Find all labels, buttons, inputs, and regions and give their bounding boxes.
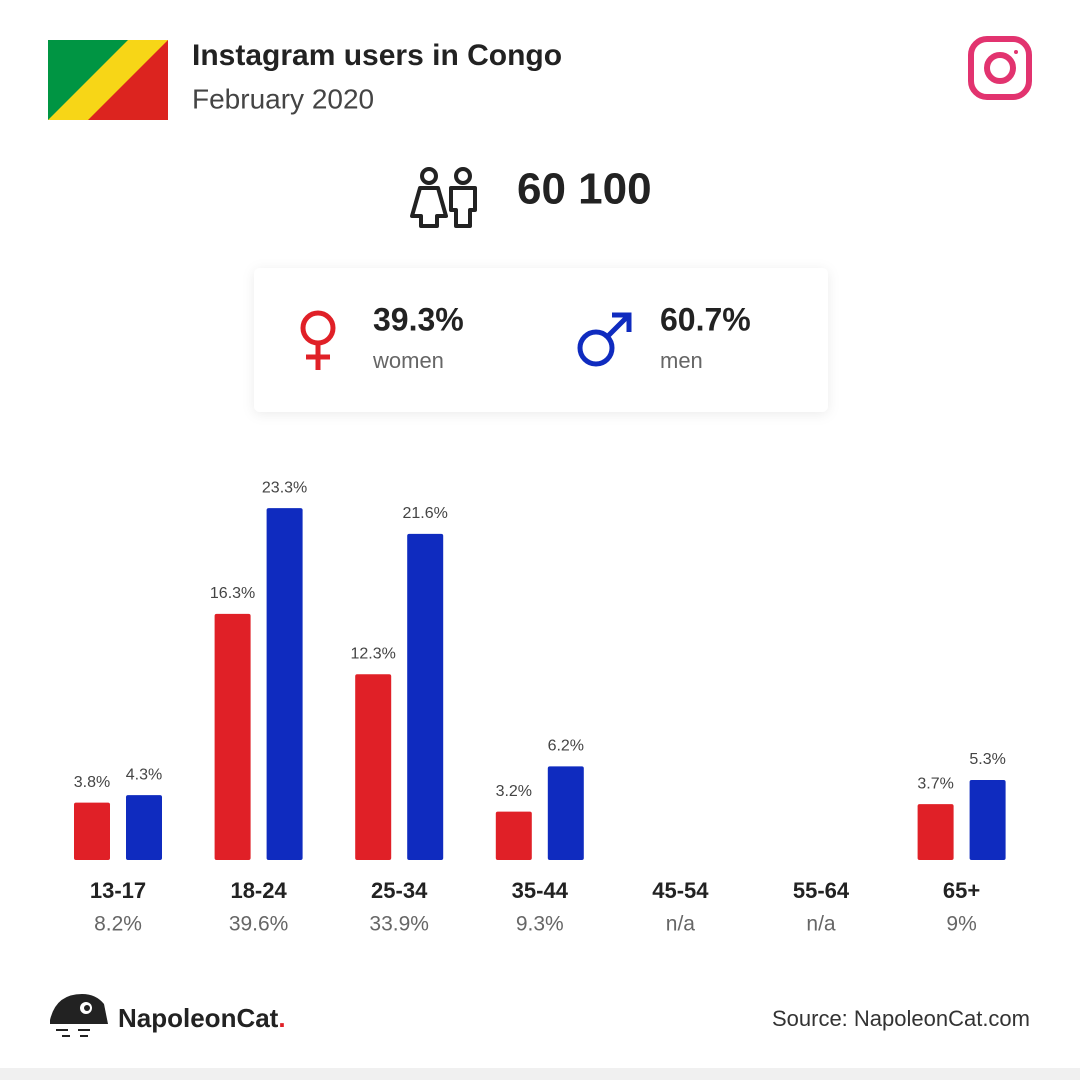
- value-label: 3.8%: [74, 774, 110, 791]
- bar: [969, 779, 1006, 860]
- subtitle: February 2020: [192, 83, 374, 114]
- flag: [48, 40, 168, 120]
- category-label: 35-44: [512, 878, 569, 903]
- male-symbol: [577, 312, 632, 367]
- value-label: 12.3%: [351, 645, 396, 662]
- bar: [126, 795, 162, 860]
- bar: [917, 804, 954, 860]
- category-label: 25-34: [371, 878, 428, 903]
- bar: [214, 613, 251, 860]
- total-users: 60 100: [517, 165, 652, 214]
- bar: [407, 533, 444, 860]
- female-symbol: [300, 310, 336, 370]
- category-total: n/a: [806, 913, 836, 936]
- title: Instagram users in Congo: [192, 39, 562, 72]
- value-label: 21.6%: [403, 505, 448, 522]
- value-label: 16.3%: [210, 585, 255, 602]
- bar: [547, 766, 584, 860]
- category-label: 55-64: [793, 878, 850, 903]
- category-total: 9%: [946, 913, 976, 936]
- value-label: 6.2%: [548, 738, 584, 755]
- brand-dot: .: [278, 1003, 285, 1033]
- source: Source: NapoleonCat.com: [772, 1006, 1030, 1031]
- category-total: 33.9%: [369, 913, 429, 936]
- instagram-icon: [968, 36, 1032, 100]
- category-label: 18-24: [230, 878, 287, 903]
- brand-logo: [50, 994, 108, 1037]
- men-label: men: [660, 348, 703, 373]
- brand-text: NapoleonCat: [118, 1003, 279, 1033]
- category-label: 13-17: [90, 878, 146, 903]
- category-total: 9.3%: [516, 913, 564, 936]
- category-label: 65+: [943, 878, 980, 903]
- value-label: 3.7%: [917, 775, 953, 792]
- category-total: 39.6%: [229, 913, 289, 936]
- bar: [355, 674, 392, 860]
- people-icon: [410, 167, 477, 228]
- value-label: 23.3%: [262, 479, 307, 496]
- bar: [495, 811, 532, 860]
- bar: [266, 508, 303, 860]
- category-total: 8.2%: [94, 913, 142, 936]
- value-label: 5.3%: [969, 751, 1005, 768]
- women-label: women: [372, 348, 444, 373]
- women-share: 39.3%: [373, 301, 464, 337]
- category-total: n/a: [666, 913, 696, 936]
- men-share: 60.7%: [660, 301, 751, 337]
- bottom-strip: [0, 1068, 1080, 1080]
- bar: [74, 802, 110, 860]
- brand-name: NapoleonCat.: [118, 1003, 286, 1033]
- value-label: 4.3%: [126, 766, 162, 783]
- category-label: 45-54: [652, 878, 709, 903]
- gender-box: [254, 268, 828, 412]
- value-label: 3.2%: [496, 783, 532, 800]
